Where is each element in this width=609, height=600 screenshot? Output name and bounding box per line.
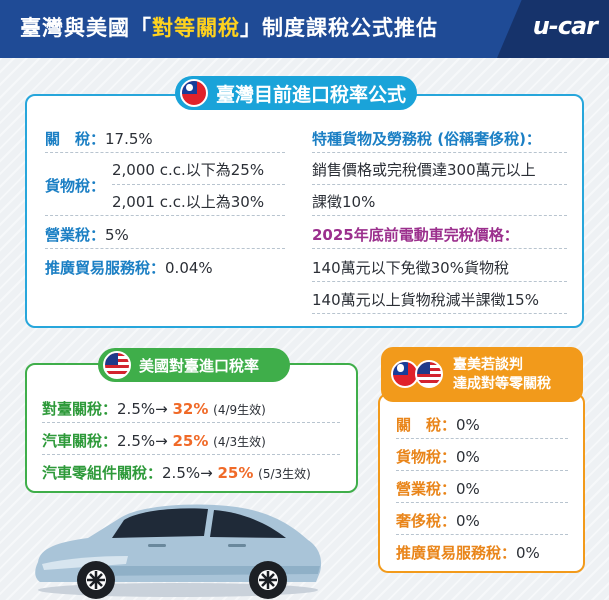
taiwan-ev-label: 2025年底前電動車完稅價格： — [312, 226, 519, 244]
taiwan-flag-icon — [391, 359, 419, 388]
taiwan-goods-value-1: 2,000 c.c.以下為25% — [112, 161, 265, 179]
taiwan-special-line-1: 銷售價格或完稅價達300萬元以上 — [312, 161, 536, 179]
zero-row-business: 營業稅：0% — [396, 480, 480, 498]
zero-tariff-panel — [378, 393, 585, 573]
taiwan-goods-value-2: 2,001 c.c.以上為30% — [112, 193, 265, 211]
us-flag-icon — [103, 351, 131, 379]
ucar-logo: u-car — [532, 12, 598, 40]
divider — [396, 438, 568, 439]
taiwan-heading: 臺灣目前進口稅率公式 — [216, 83, 407, 106]
divider — [312, 281, 567, 282]
divider — [45, 248, 285, 249]
divider — [45, 215, 285, 216]
divider — [396, 534, 568, 535]
page-title: 臺灣與美國「對等關稅」制度課稅公式推估 — [20, 16, 438, 40]
flag-pair — [391, 359, 447, 390]
zero-tariff-heading: 臺美若談判 達成對等零關稅 — [453, 356, 551, 392]
taiwan-tariff-row: 關 稅：17.5% — [45, 130, 153, 148]
header-banner: 臺灣與美國「對等關稅」制度課稅公式推估 u-car — [0, 0, 609, 58]
zero-row-trade: 推廣貿易服務稅：0% — [396, 544, 540, 562]
zero-row-luxury: 奢侈稅：0% — [396, 512, 480, 530]
divider — [312, 248, 567, 249]
usa-row-car-tariff: 汽車關稅：2.5%→ 25% (4/3生效) — [42, 432, 266, 450]
zero-tariff-heading-pill: 臺美若談判 達成對等零關稅 — [381, 347, 583, 402]
car-illustration-icon — [35, 504, 322, 599]
divider — [45, 152, 285, 153]
divider — [112, 184, 285, 185]
us-flag-icon — [415, 359, 443, 388]
divider — [312, 184, 567, 185]
taiwan-ev-line-1: 140萬元以下免徵30%貨物稅 — [312, 259, 509, 277]
divider — [42, 422, 340, 423]
divider — [312, 313, 567, 314]
taiwan-flag-icon — [180, 79, 208, 107]
taiwan-goods-label: 貨物稅： — [45, 177, 106, 195]
taiwan-trade-row: 推廣貿易服務稅：0.04% — [45, 259, 213, 277]
taiwan-special-line-2: 課徵10% — [312, 193, 376, 211]
taiwan-special-label: 特種貨物及勞務稅 (俗稱奢侈稅)： — [312, 130, 541, 148]
taiwan-ev-line-2: 140萬元以上貨物稅減半課徵15% — [312, 291, 539, 309]
divider — [312, 215, 567, 216]
taiwan-heading-pill: 臺灣目前進口稅率公式 — [175, 76, 417, 110]
usa-heading-pill: 美國對臺進口稅率 — [98, 348, 290, 382]
usa-heading: 美國對臺進口稅率 — [139, 356, 260, 375]
zero-row-goods: 貨物稅：0% — [396, 448, 480, 466]
taiwan-business-row: 營業稅：5% — [45, 226, 129, 244]
taiwan-tax-panel — [25, 94, 584, 328]
divider — [312, 152, 567, 153]
usa-row-taiwan-tariff: 對臺關稅：2.5%→ 32% (4/9生效) — [42, 400, 266, 418]
zero-row-tariff: 關 稅：0% — [396, 416, 480, 434]
usa-row-parts-tariff: 汽車零組件關稅：2.5%→ 25% (5/3生效) — [42, 464, 311, 482]
divider — [42, 454, 340, 455]
divider — [396, 502, 568, 503]
title-highlight: 對等關稅 — [152, 16, 240, 40]
divider — [396, 470, 568, 471]
